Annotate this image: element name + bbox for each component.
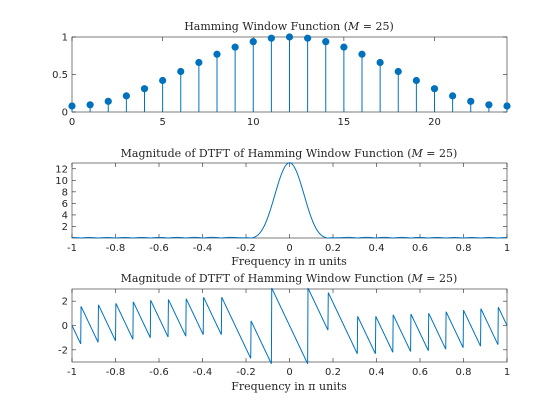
- stem-marker: [213, 50, 221, 58]
- stem-marker: [104, 97, 112, 105]
- x-tick-label: 0.6: [412, 243, 428, 254]
- stem-marker: [86, 101, 94, 109]
- stem-marker: [340, 43, 348, 51]
- stem-marker: [140, 85, 149, 93]
- x-tick-label: -0.8: [106, 367, 126, 378]
- x-tick-label: 5: [159, 117, 165, 128]
- x-tick-label: -1: [67, 367, 77, 378]
- stem-marker: [231, 43, 239, 51]
- x-tick-label: 0.2: [325, 243, 341, 254]
- y-tick-label: 10: [55, 176, 68, 187]
- chart-title: Magnitude of DTFT of Hamming Window Func…: [121, 272, 458, 285]
- x-tick-label: 0: [69, 117, 75, 128]
- x-tick-label: 20: [428, 117, 441, 128]
- stem-marker: [503, 102, 511, 110]
- magnitude-series-line: [72, 162, 507, 239]
- y-tick-label: 6: [62, 199, 68, 210]
- y-tick-label: 8: [62, 187, 68, 198]
- x-tick-label: -0.2: [236, 243, 256, 254]
- stem-marker: [358, 50, 366, 58]
- y-tick-label: 0: [62, 321, 68, 332]
- x-axis-label: Frequency in π units: [231, 255, 347, 268]
- x-tick-label: 0.8: [456, 367, 472, 378]
- x-tick-label: -0.2: [236, 367, 256, 378]
- x-tick-label: 0: [286, 367, 292, 378]
- stem-marker: [376, 58, 384, 67]
- stem-marker: [322, 38, 330, 46]
- stem-marker: [285, 33, 294, 41]
- x-axis-label: Frequency in π units: [231, 380, 347, 393]
- x-tick-label: 10: [247, 117, 260, 128]
- x-tick-label: 15: [338, 117, 351, 128]
- x-tick-label: 0.8: [456, 243, 472, 254]
- stem-marker: [304, 34, 312, 42]
- x-tick-label: -0.8: [106, 243, 126, 254]
- stem-marker: [195, 58, 203, 67]
- y-tick-label: 4: [62, 210, 68, 221]
- x-tick-label: -0.4: [193, 367, 213, 378]
- stem-marker: [267, 34, 275, 42]
- stem-chart-panel: Hamming Window Function (M = 25) 0 5 10 15 2…: [52, 20, 511, 128]
- y-tick-label: 1: [62, 33, 68, 44]
- stem-marker: [430, 85, 439, 93]
- x-tick-label: -0.4: [193, 243, 213, 254]
- magnitude-chart-panel: Magnitude of DTFT of Hamming Window Func…: [55, 147, 510, 268]
- x-tick-label: -0.6: [149, 243, 169, 254]
- x-tick-label: -1: [67, 243, 77, 254]
- stem-marker: [412, 76, 420, 85]
- y-tick-label: 12: [55, 164, 68, 175]
- stem-marker: [394, 67, 402, 76]
- phase-chart-panel: Magnitude of DTFT of Hamming Window Func…: [58, 272, 510, 393]
- y-tick-label: 0.5: [52, 70, 68, 81]
- chart-title: Hamming Window Function (M = 25): [184, 20, 394, 33]
- stem-marker: [449, 92, 457, 100]
- stem-marker: [467, 97, 475, 105]
- y-tick-label: 2: [62, 297, 68, 308]
- x-tick-label: 0: [286, 243, 292, 254]
- y-tick-label: 0: [62, 108, 68, 119]
- y-tick-label: -2: [58, 345, 68, 356]
- x-tick-label: 0.4: [369, 243, 385, 254]
- y-tick-label: 2: [62, 222, 68, 233]
- stem-marker: [159, 76, 167, 85]
- x-tick-label: 0.2: [325, 367, 341, 378]
- stem-marker: [249, 38, 257, 46]
- plot-area: [71, 162, 508, 239]
- x-tick-label: 0.6: [412, 367, 428, 378]
- x-tick-label: 0.4: [369, 367, 385, 378]
- x-tick-label: 1: [504, 367, 510, 378]
- x-tick-label: 1: [504, 243, 510, 254]
- chart-title: Magnitude of DTFT of Hamming Window Func…: [121, 147, 458, 160]
- stem-marker: [68, 102, 76, 110]
- x-tick-label: -0.6: [149, 367, 169, 378]
- stem-marker: [122, 92, 130, 100]
- stem-marker: [485, 101, 493, 109]
- phase-series-line: [71, 287, 508, 364]
- stem-marker: [177, 67, 185, 76]
